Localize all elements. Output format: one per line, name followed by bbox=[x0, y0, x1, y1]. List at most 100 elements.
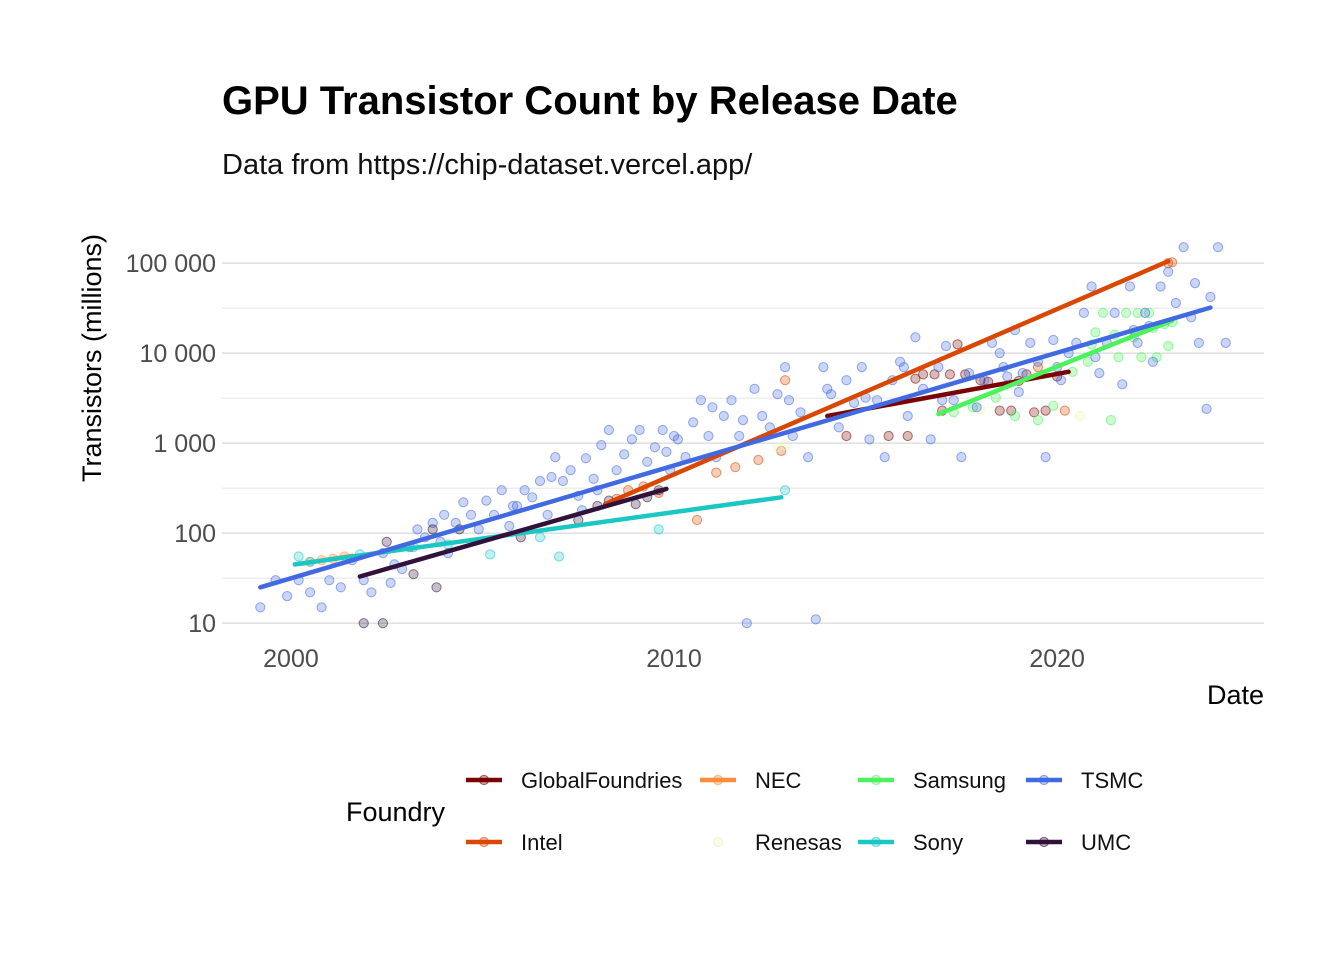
data-point-tsmc bbox=[465, 509, 477, 520]
data-point-renesas bbox=[772, 442, 783, 453]
x-tick-label: 2010 bbox=[646, 645, 702, 673]
legend-label: Intel bbox=[521, 830, 563, 855]
data-point-tsmc bbox=[718, 410, 729, 422]
data-point-sony bbox=[534, 532, 546, 543]
data-point-tsmc bbox=[1086, 281, 1097, 292]
legend-key-point bbox=[1038, 836, 1050, 848]
legend-title: Foundry bbox=[346, 797, 446, 827]
data-point-tsmc bbox=[772, 389, 783, 400]
data-point-samsung bbox=[1121, 307, 1132, 318]
data-point-tsmc bbox=[588, 473, 599, 484]
data-point-samsung bbox=[1090, 327, 1101, 338]
data-point-tsmc bbox=[496, 485, 507, 496]
data-point-tsmc bbox=[994, 348, 1005, 359]
trend-line-samsung bbox=[936, 318, 1175, 417]
data-point-intel bbox=[730, 462, 741, 473]
data-point-tsmc bbox=[596, 440, 607, 451]
data-point-tsmc bbox=[481, 495, 492, 506]
data-point-tsmc bbox=[282, 591, 293, 602]
legend-label: Sony bbox=[913, 830, 963, 855]
data-point-tsmc bbox=[833, 422, 844, 433]
trend-line-intel bbox=[602, 258, 1171, 507]
x-axis-title: Date bbox=[1207, 680, 1264, 710]
data-point-tsmc bbox=[1040, 452, 1051, 463]
data-point-tsmc bbox=[803, 452, 814, 463]
data-point-tsmc bbox=[611, 465, 622, 476]
data-point-tsmc bbox=[557, 475, 569, 487]
data-point-tsmc bbox=[527, 492, 538, 503]
data-point-tsmc bbox=[707, 402, 718, 413]
data-point-tsmc bbox=[1078, 307, 1090, 318]
data-point-tsmc bbox=[634, 424, 645, 436]
data-point-tsmc bbox=[519, 485, 530, 496]
scatter-points bbox=[255, 242, 1231, 629]
data-point-tsmc bbox=[780, 362, 791, 373]
data-point-tsmc bbox=[818, 362, 829, 373]
x-axis-ticks: 2000 2010 2020 bbox=[263, 645, 1085, 673]
data-point-tsmc bbox=[1201, 403, 1212, 414]
trend-line-tsmc bbox=[258, 305, 1213, 590]
data-point-tsmc bbox=[657, 424, 668, 436]
data-point-tsmc bbox=[879, 452, 890, 463]
data-point-globalfoundries bbox=[910, 373, 921, 384]
data-point-intel bbox=[691, 514, 703, 526]
data-point-samsung bbox=[1113, 352, 1124, 363]
data-point-tsmc bbox=[649, 442, 661, 453]
data-point-tsmc bbox=[1193, 337, 1205, 348]
x-tick-label: 2000 bbox=[263, 645, 319, 673]
data-point-tsmc bbox=[1147, 356, 1159, 367]
y-tick-label: 10 bbox=[188, 610, 216, 638]
data-point-globalfoundries bbox=[902, 430, 913, 442]
legend: GlobalFoundries Intel NEC Renesas Samsung Son… bbox=[466, 768, 1143, 855]
data-point-renesas bbox=[1075, 410, 1086, 422]
data-point-tsmc bbox=[925, 434, 936, 445]
data-point-sony bbox=[653, 524, 664, 535]
data-point-tsmc bbox=[1013, 386, 1024, 398]
data-point-tsmc bbox=[546, 471, 557, 483]
data-point-tsmc bbox=[439, 509, 450, 520]
data-point-globalfoundries bbox=[841, 430, 852, 442]
data-point-tsmc bbox=[565, 465, 576, 476]
data-point-tsmc bbox=[822, 383, 833, 394]
data-point-tsmc bbox=[757, 410, 768, 422]
legend-key-point bbox=[870, 774, 882, 786]
data-point-tsmc bbox=[1002, 371, 1013, 382]
data-point-tsmc bbox=[626, 434, 638, 445]
data-point-tsmc bbox=[534, 475, 546, 487]
data-point-tsmc bbox=[1220, 337, 1231, 348]
data-point-tsmc bbox=[940, 340, 952, 352]
data-point-tsmc bbox=[385, 577, 396, 589]
data-point-tsmc bbox=[668, 430, 680, 442]
data-point-tsmc bbox=[335, 582, 346, 593]
data-point-sony bbox=[293, 551, 304, 562]
data-point-tsmc bbox=[898, 362, 910, 373]
data-point-samsung bbox=[1136, 352, 1147, 363]
data-point-samsung bbox=[1009, 410, 1021, 422]
legend-key-point bbox=[1038, 774, 1050, 786]
y-tick-label: 1 000 bbox=[153, 430, 216, 458]
y-axis-ticks: 10 100 1 000 10 000 100 000 bbox=[126, 250, 216, 638]
data-point-tsmc bbox=[1155, 281, 1166, 292]
data-point-tsmc bbox=[1170, 297, 1182, 309]
data-point-samsung bbox=[1163, 340, 1174, 352]
data-point-tsmc bbox=[1140, 307, 1151, 318]
data-point-tsmc bbox=[1163, 266, 1174, 277]
legend-label: Samsung bbox=[913, 768, 1006, 793]
data-point-samsung bbox=[1144, 307, 1155, 318]
data-point-sony bbox=[780, 485, 791, 496]
data-point-tsmc bbox=[695, 395, 707, 406]
data-point-globalfoundries bbox=[944, 369, 956, 380]
data-point-tsmc bbox=[366, 587, 377, 598]
trend-lines bbox=[258, 258, 1213, 590]
data-point-globalfoundries bbox=[918, 369, 929, 380]
y-tick-label: 10 000 bbox=[140, 340, 216, 368]
data-point-tsmc bbox=[661, 446, 672, 457]
chart-subtitle: Data from https://chip-dataset.vercel.ap… bbox=[222, 149, 753, 181]
data-point-intel bbox=[776, 445, 787, 456]
data-point-umc bbox=[431, 582, 442, 593]
data-point-globalfoundries bbox=[883, 430, 894, 442]
data-point-tsmc bbox=[1205, 291, 1216, 303]
data-point-samsung bbox=[1105, 415, 1116, 426]
data-point-intel bbox=[1032, 362, 1044, 373]
